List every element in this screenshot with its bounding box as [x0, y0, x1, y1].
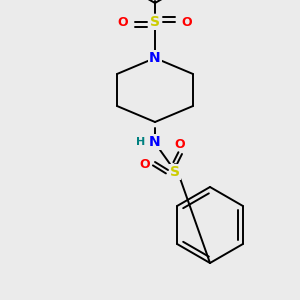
Text: O: O: [182, 16, 192, 28]
Text: O: O: [175, 137, 185, 151]
Text: S: S: [150, 15, 160, 29]
Text: O: O: [140, 158, 150, 170]
Text: O: O: [118, 16, 128, 28]
Text: H: H: [136, 137, 146, 147]
Text: N: N: [149, 135, 161, 149]
Text: S: S: [170, 165, 180, 179]
Text: N: N: [149, 51, 161, 65]
